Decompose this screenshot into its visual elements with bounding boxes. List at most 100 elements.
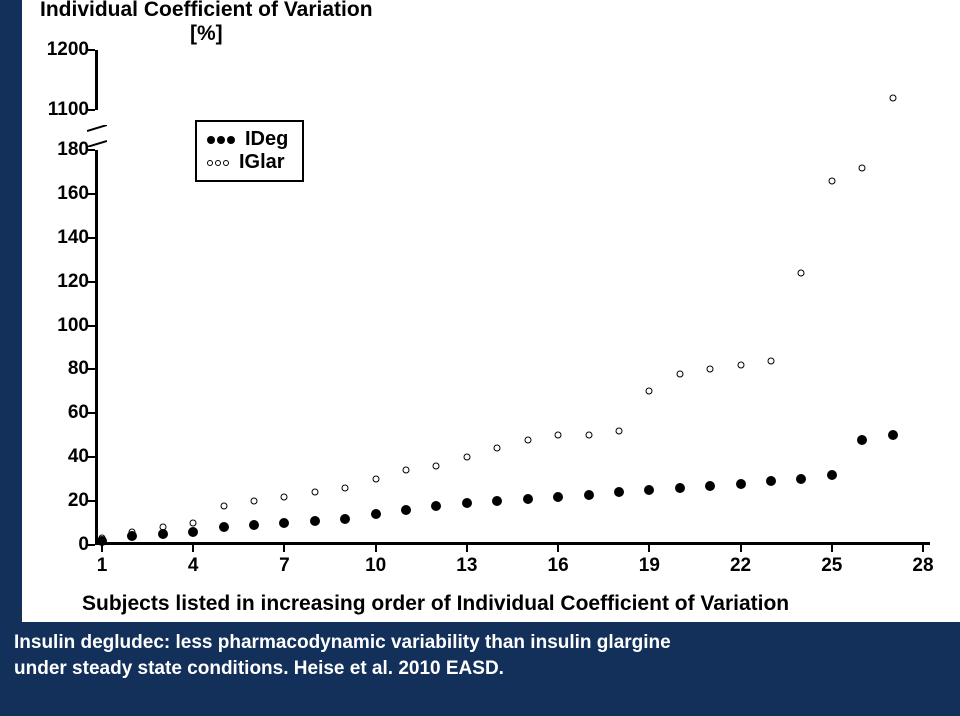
- point-iglar: [767, 357, 774, 364]
- y-tick-label: 1100: [48, 99, 89, 121]
- legend-marker-filled: [207, 136, 235, 144]
- point-iglar: [889, 95, 896, 102]
- point-ideg: [553, 492, 563, 502]
- point-iglar: [737, 362, 744, 369]
- y-tick-label: 0: [78, 534, 89, 556]
- point-iglar: [828, 177, 835, 184]
- x-tick: [648, 545, 650, 552]
- point-iglar: [190, 520, 197, 527]
- point-iglar: [707, 366, 714, 373]
- y-tick-label: 20: [68, 490, 89, 512]
- point-ideg: [158, 529, 168, 539]
- y-tick: [88, 325, 95, 327]
- y-tick-label: 120: [57, 271, 89, 293]
- x-tick: [466, 545, 468, 552]
- x-tick: [557, 545, 559, 552]
- point-ideg: [462, 498, 472, 508]
- y-tick: [88, 281, 95, 283]
- x-tick: [101, 545, 103, 552]
- y-tick-label: 60: [68, 402, 89, 424]
- y-tick-label: 1200: [47, 39, 89, 61]
- point-iglar: [342, 484, 349, 491]
- point-ideg: [492, 496, 502, 506]
- x-tick-label: 25: [821, 555, 842, 577]
- point-ideg: [705, 481, 715, 491]
- chart-plot-area: IDeg IGlar 02040608010012014016018011001…: [95, 40, 930, 545]
- y-tick-label: 80: [68, 358, 89, 380]
- y-tick-label: 100: [57, 315, 89, 337]
- x-tick: [375, 545, 377, 552]
- point-iglar: [524, 436, 531, 443]
- point-ideg: [736, 479, 746, 489]
- y-tick: [88, 149, 95, 151]
- x-tick: [740, 545, 742, 552]
- point-iglar: [403, 467, 410, 474]
- point-iglar: [281, 493, 288, 500]
- point-ideg: [310, 516, 320, 526]
- point-ideg: [644, 485, 654, 495]
- x-tick-label: 4: [188, 555, 199, 577]
- left-navy-stripe: [0, 0, 22, 622]
- legend: IDeg IGlar: [195, 120, 304, 182]
- footer-line2: under steady state conditions. Heise et …: [14, 656, 946, 682]
- x-tick-label: 28: [912, 555, 933, 577]
- y-tick: [88, 237, 95, 239]
- point-ideg: [371, 509, 381, 519]
- x-tick-label: 19: [639, 555, 660, 577]
- x-tick-label: 13: [456, 555, 477, 577]
- point-ideg: [857, 435, 867, 445]
- y-tick: [88, 109, 95, 111]
- x-tick-label: 16: [548, 555, 569, 577]
- x-tick: [922, 545, 924, 552]
- point-iglar: [555, 432, 562, 439]
- y-tick: [88, 368, 95, 370]
- point-iglar: [676, 370, 683, 377]
- x-tick-label: 22: [730, 555, 751, 577]
- point-ideg: [401, 505, 411, 515]
- footer-line1: Insulin degludec: less pharmacodynamic v…: [14, 630, 946, 656]
- legend-marker-open: [207, 160, 229, 166]
- point-iglar: [646, 388, 653, 395]
- x-axis-title: Subjects listed in increasing order of I…: [82, 592, 789, 616]
- point-iglar: [251, 498, 258, 505]
- footer-citation: Insulin degludec: less pharmacodynamic v…: [0, 622, 960, 716]
- point-ideg: [827, 470, 837, 480]
- point-iglar: [798, 269, 805, 276]
- point-iglar: [615, 427, 622, 434]
- point-ideg: [614, 487, 624, 497]
- point-iglar: [220, 502, 227, 509]
- point-ideg: [888, 430, 898, 440]
- y-tick: [88, 456, 95, 458]
- y-tick-label: 140: [57, 227, 89, 249]
- point-ideg: [188, 527, 198, 537]
- point-ideg: [127, 531, 137, 541]
- x-tick-label: 7: [279, 555, 290, 577]
- x-axis: [95, 542, 930, 545]
- point-ideg: [279, 518, 289, 528]
- point-ideg: [584, 490, 594, 500]
- point-iglar: [463, 454, 470, 461]
- y-tick-label: 180: [57, 139, 89, 161]
- point-iglar: [585, 432, 592, 439]
- x-tick-label: 1: [97, 555, 108, 577]
- legend-label-ideg: IDeg: [245, 128, 288, 151]
- point-ideg: [219, 522, 229, 532]
- y-tick: [88, 49, 95, 51]
- x-tick: [283, 545, 285, 552]
- point-ideg: [249, 520, 259, 530]
- x-tick: [192, 545, 194, 552]
- point-ideg: [340, 514, 350, 524]
- point-iglar: [494, 445, 501, 452]
- y-tick: [88, 412, 95, 414]
- legend-label-iglar: IGlar: [239, 151, 285, 174]
- point-iglar: [372, 476, 379, 483]
- y-tick: [88, 193, 95, 195]
- axis-break: [87, 125, 107, 147]
- point-ideg: [97, 536, 107, 546]
- y-tick-label: 160: [57, 183, 89, 205]
- x-tick-label: 10: [365, 555, 386, 577]
- point-ideg: [766, 476, 776, 486]
- point-ideg: [796, 474, 806, 484]
- point-ideg: [523, 494, 533, 504]
- point-ideg: [431, 501, 441, 511]
